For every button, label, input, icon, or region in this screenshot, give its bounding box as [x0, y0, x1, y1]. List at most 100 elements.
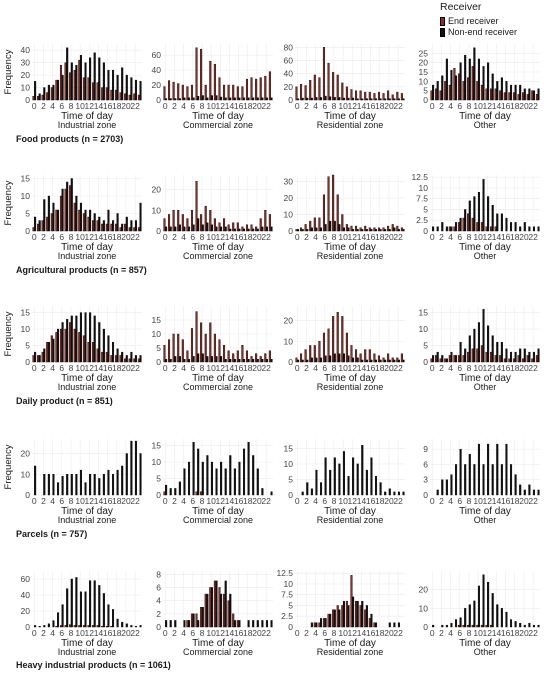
x-tick-label-parcels-other: 20 [519, 496, 529, 506]
bar-non-end-receiver-daily-other [500, 342, 503, 363]
x-tick-label-food-residential: 14 [357, 101, 367, 111]
bar-end-receiver-food-commercial [227, 84, 230, 101]
bar-end-receiver-daily-commercial [227, 350, 230, 363]
bar-non-end-receiver-food-industrial [134, 79, 137, 101]
bar-end-receiver-food-commercial [163, 86, 166, 101]
x-tick-label-heavy-other: 18 [510, 628, 520, 638]
x-tick-label-food-industrial: 0 [32, 101, 37, 111]
bar-end-receiver-agricultural-residential [322, 194, 325, 232]
bar-non-end-receiver-parcels-other [477, 443, 480, 496]
x-tick-label-heavy-industrial: 14 [94, 628, 104, 638]
bar-non-end-receiver-parcels-commercial [247, 442, 250, 496]
bar-non-end-receiver-agricultural-commercial [192, 224, 195, 232]
bar-end-receiver-heavy-residential [313, 622, 316, 628]
bar-non-end-receiver-food-industrial [70, 62, 73, 101]
bar-non-end-receiver-parcels-residential [310, 488, 313, 496]
bar-non-end-receiver-daily-other [441, 355, 444, 363]
bar-non-end-receiver-daily-residential [356, 357, 359, 363]
bar-non-end-receiver-food-commercial [243, 97, 246, 101]
x-tick-label-parcels-commercial: 0 [163, 496, 168, 506]
bar-non-end-receiver-food-residential [402, 98, 405, 101]
x-tick-label-food-industrial: 16 [103, 101, 113, 111]
bar-end-receiver-daily-commercial [250, 356, 253, 363]
x-axis-title-heavy-other: Time of day [459, 638, 511, 649]
bar-end-receiver-daily-other [435, 355, 438, 363]
bar-end-receiver-daily-industrial [46, 342, 49, 363]
bar-non-end-receiver-food-commercial [233, 97, 236, 101]
bar-non-end-receiver-food-other [519, 84, 522, 101]
bar-end-receiver-daily-industrial [64, 328, 67, 363]
bar-non-end-receiver-daily-commercial [233, 359, 236, 363]
bar-non-end-receiver-parcels-other [537, 489, 540, 496]
bar-non-end-receiver-daily-commercial [165, 359, 168, 363]
bar-end-receiver-agricultural-industrial [41, 220, 44, 232]
bar-non-end-receiver-parcels-other [468, 454, 471, 496]
bar-non-end-receiver-food-other [510, 84, 513, 101]
x-tick-label-food-commercial: 12 [216, 101, 226, 111]
bar-non-end-receiver-agricultural-industrial [61, 188, 64, 232]
bar-non-end-receiver-daily-industrial [107, 335, 110, 363]
x-tick-label-daily-other: 2 [439, 363, 444, 373]
bar-non-end-receiver-parcels-industrial [112, 474, 115, 496]
y-tick-label-food-industrial: 30 [21, 58, 31, 68]
bar-non-end-receiver-heavy-industrial [57, 612, 60, 628]
y-tick-label-parcels-industrial: 20 [21, 449, 31, 459]
y-tick-label-heavy-residential: 10 [284, 579, 294, 589]
bar-non-end-receiver-agricultural-residential [393, 227, 396, 232]
bar-end-receiver-daily-other [430, 358, 433, 363]
bar-end-receiver-food-industrial [46, 92, 49, 101]
zone-label-parcels-industrial: Industrial zone [58, 515, 117, 525]
x-tick-label-daily-commercial: 2 [172, 363, 177, 373]
group-title-daily: Daily product (n = 851) [16, 396, 113, 406]
x-tick-label-parcels-commercial: 22 [261, 496, 271, 506]
bar-end-receiver-food-residential [345, 86, 348, 101]
bar-non-end-receiver-parcels-commercial [192, 442, 195, 496]
bar-end-receiver-daily-commercial [218, 339, 221, 363]
bar-non-end-receiver-daily-industrial [134, 355, 137, 363]
bar-end-receiver-food-commercial [250, 77, 253, 101]
bar-end-receiver-daily-other [490, 351, 493, 363]
bar-non-end-receiver-daily-other [477, 322, 480, 363]
x-tick-label-heavy-commercial: 4 [181, 628, 186, 638]
bar-non-end-receiver-agricultural-residential [356, 229, 359, 232]
bar-non-end-receiver-heavy-other [523, 624, 526, 628]
x-tick-label-heavy-other: 10 [473, 628, 483, 638]
bar-non-end-receiver-food-commercial [215, 95, 218, 101]
bar-end-receiver-heavy-residential [332, 609, 335, 628]
bar-non-end-receiver-parcels-other [500, 464, 503, 496]
bar-non-end-receiver-parcels-residential [402, 491, 405, 496]
y-tick-label-food-residential: 60 [284, 55, 294, 65]
x-tick-label-daily-other: 10 [473, 363, 483, 373]
bar-end-receiver-daily-other [531, 358, 534, 363]
bar-non-end-receiver-daily-industrial [43, 348, 46, 363]
x-tick-label-heavy-residential: 18 [375, 628, 385, 638]
bar-non-end-receiver-food-residential [393, 98, 396, 101]
bar-non-end-receiver-agricultural-other [441, 222, 444, 232]
x-tick-label-daily-residential: 8 [332, 363, 337, 373]
bar-end-receiver-daily-other [499, 355, 502, 363]
bar-non-end-receiver-daily-industrial [130, 351, 133, 363]
x-tick-label-food-industrial: 2 [41, 101, 46, 111]
bar-non-end-receiver-heavy-commercial [270, 620, 273, 628]
bar-non-end-receiver-food-industrial [139, 81, 142, 101]
x-tick-label-agricultural-residential: 18 [375, 232, 385, 242]
y-tick-label-daily-commercial: 5 [156, 343, 161, 353]
bar-non-end-receiver-heavy-commercial [165, 620, 168, 628]
bar-non-end-receiver-food-industrial [75, 64, 78, 101]
bar-end-receiver-agricultural-industrial [110, 223, 113, 232]
x-tick-label-agricultural-other: 20 [519, 232, 529, 242]
bar-non-end-receiver-parcels-other [532, 489, 535, 496]
bar-end-receiver-heavy-residential [355, 600, 358, 628]
bar-end-receiver-food-commercial [204, 84, 207, 101]
bar-non-end-receiver-daily-commercial [197, 353, 200, 363]
bar-end-receiver-agricultural-residential [355, 225, 358, 232]
bar-end-receiver-agricultural-industrial [92, 220, 95, 232]
bar-non-end-receiver-parcels-residential [306, 482, 309, 496]
bar-end-receiver-food-other [526, 94, 529, 101]
bar-end-receiver-agricultural-residential [387, 225, 390, 232]
x-tick-label-agricultural-commercial: 8 [200, 232, 205, 242]
x-tick-label-parcels-commercial: 10 [206, 496, 216, 506]
bar-end-receiver-daily-commercial [213, 333, 216, 363]
x-tick-label-agricultural-other: 8 [467, 232, 472, 242]
bar-non-end-receiver-daily-industrial [125, 355, 128, 363]
